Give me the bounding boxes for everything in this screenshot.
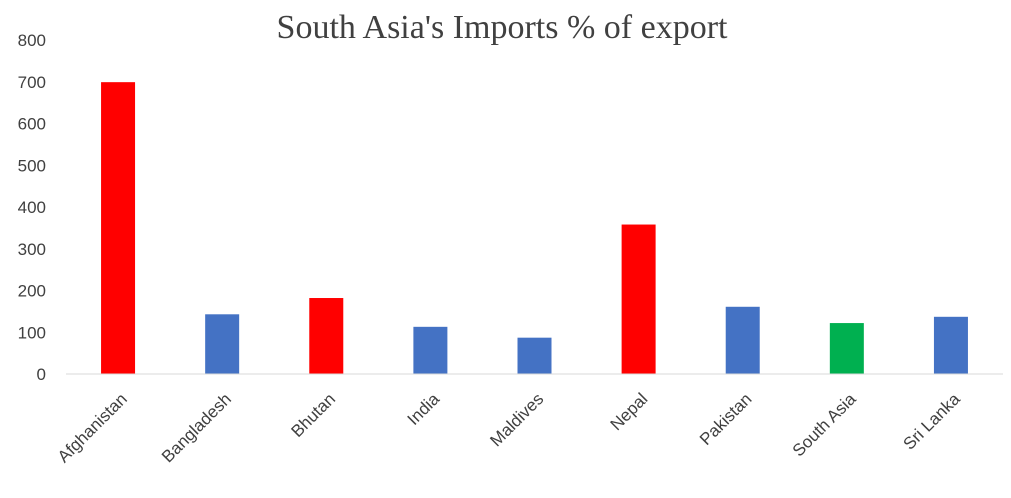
bar bbox=[205, 314, 240, 374]
chart-title: South Asia's Imports % of export bbox=[277, 9, 728, 46]
x-tick-label: Pakistan bbox=[696, 389, 756, 449]
y-tick-label: 300 bbox=[18, 240, 46, 259]
bar bbox=[101, 82, 136, 374]
y-tick-label: 800 bbox=[18, 31, 46, 50]
y-tick-label: 0 bbox=[37, 365, 46, 384]
y-tick-label: 400 bbox=[18, 198, 46, 217]
x-tick-label: Sri Lanka bbox=[900, 389, 965, 454]
bar bbox=[413, 326, 448, 374]
x-tick-label: India bbox=[404, 389, 444, 429]
x-tick-label: Bhutan bbox=[288, 389, 340, 441]
bars bbox=[101, 82, 968, 374]
y-tick-label: 500 bbox=[18, 156, 46, 175]
y-tick-label: 600 bbox=[18, 115, 46, 134]
x-tick-label: Afghanistan bbox=[54, 389, 131, 466]
bar bbox=[621, 224, 656, 374]
x-tick-label: Bangladesh bbox=[158, 389, 235, 466]
y-tick-label: 700 bbox=[18, 73, 46, 92]
y-axis: 0 100 200 300 400 500 600 700 800 bbox=[18, 31, 46, 384]
y-tick-label: 100 bbox=[18, 323, 46, 342]
x-tick-label: South Asia bbox=[789, 389, 860, 460]
x-axis: Afghanistan Bangladesh Bhutan India Maldives… bbox=[54, 389, 964, 466]
x-tick-label: Nepal bbox=[607, 389, 652, 434]
x-tick-label: Maldives bbox=[486, 389, 547, 450]
bar bbox=[829, 323, 864, 374]
bar bbox=[933, 316, 968, 374]
y-tick-label: 200 bbox=[18, 282, 46, 301]
bar bbox=[725, 306, 760, 374]
bar bbox=[517, 337, 552, 374]
bar bbox=[309, 298, 344, 374]
